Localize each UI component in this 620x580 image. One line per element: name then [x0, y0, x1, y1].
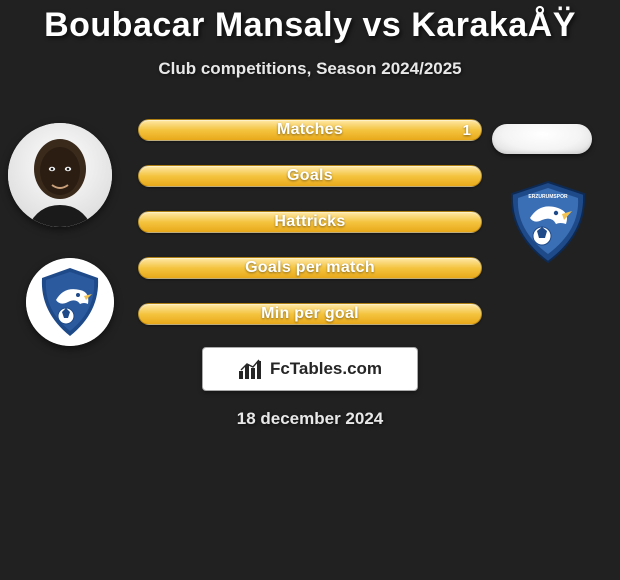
stat-label: Min per goal — [139, 304, 481, 324]
stat-bar-goals: Goals — [138, 165, 482, 187]
brand-text: FcTables.com — [270, 359, 382, 379]
snapshot-date: 18 december 2024 — [0, 409, 620, 429]
player1-avatar — [8, 123, 112, 227]
stat-bar-gpm: Goals per match — [138, 257, 482, 279]
stat-value-right: 1 — [463, 120, 471, 140]
player1-club-crest — [26, 258, 114, 346]
stat-label: Matches — [139, 120, 481, 140]
stat-bar-matches: Matches 1 — [138, 119, 482, 141]
brand-badge: FcTables.com — [202, 347, 418, 391]
brand-bars-icon — [238, 359, 264, 379]
season-subtitle: Club competitions, Season 2024/2025 — [0, 59, 620, 79]
player2-pill — [492, 124, 592, 154]
svg-text:ERZURUMSPOR: ERZURUMSPOR — [528, 194, 568, 200]
stat-label: Hattricks — [139, 212, 481, 232]
page-title: Boubacar Mansaly vs KarakaÅŸ — [0, 0, 620, 45]
stat-label: Goals per match — [139, 258, 481, 278]
player2-club-crest: ERZURUMSPOR — [498, 178, 598, 266]
stat-bars: Matches 1 Goals Hattricks Goals per matc… — [138, 119, 482, 325]
stat-bar-mpg: Min per goal — [138, 303, 482, 325]
stat-label: Goals — [139, 166, 481, 186]
stat-bar-hattricks: Hattricks — [138, 211, 482, 233]
